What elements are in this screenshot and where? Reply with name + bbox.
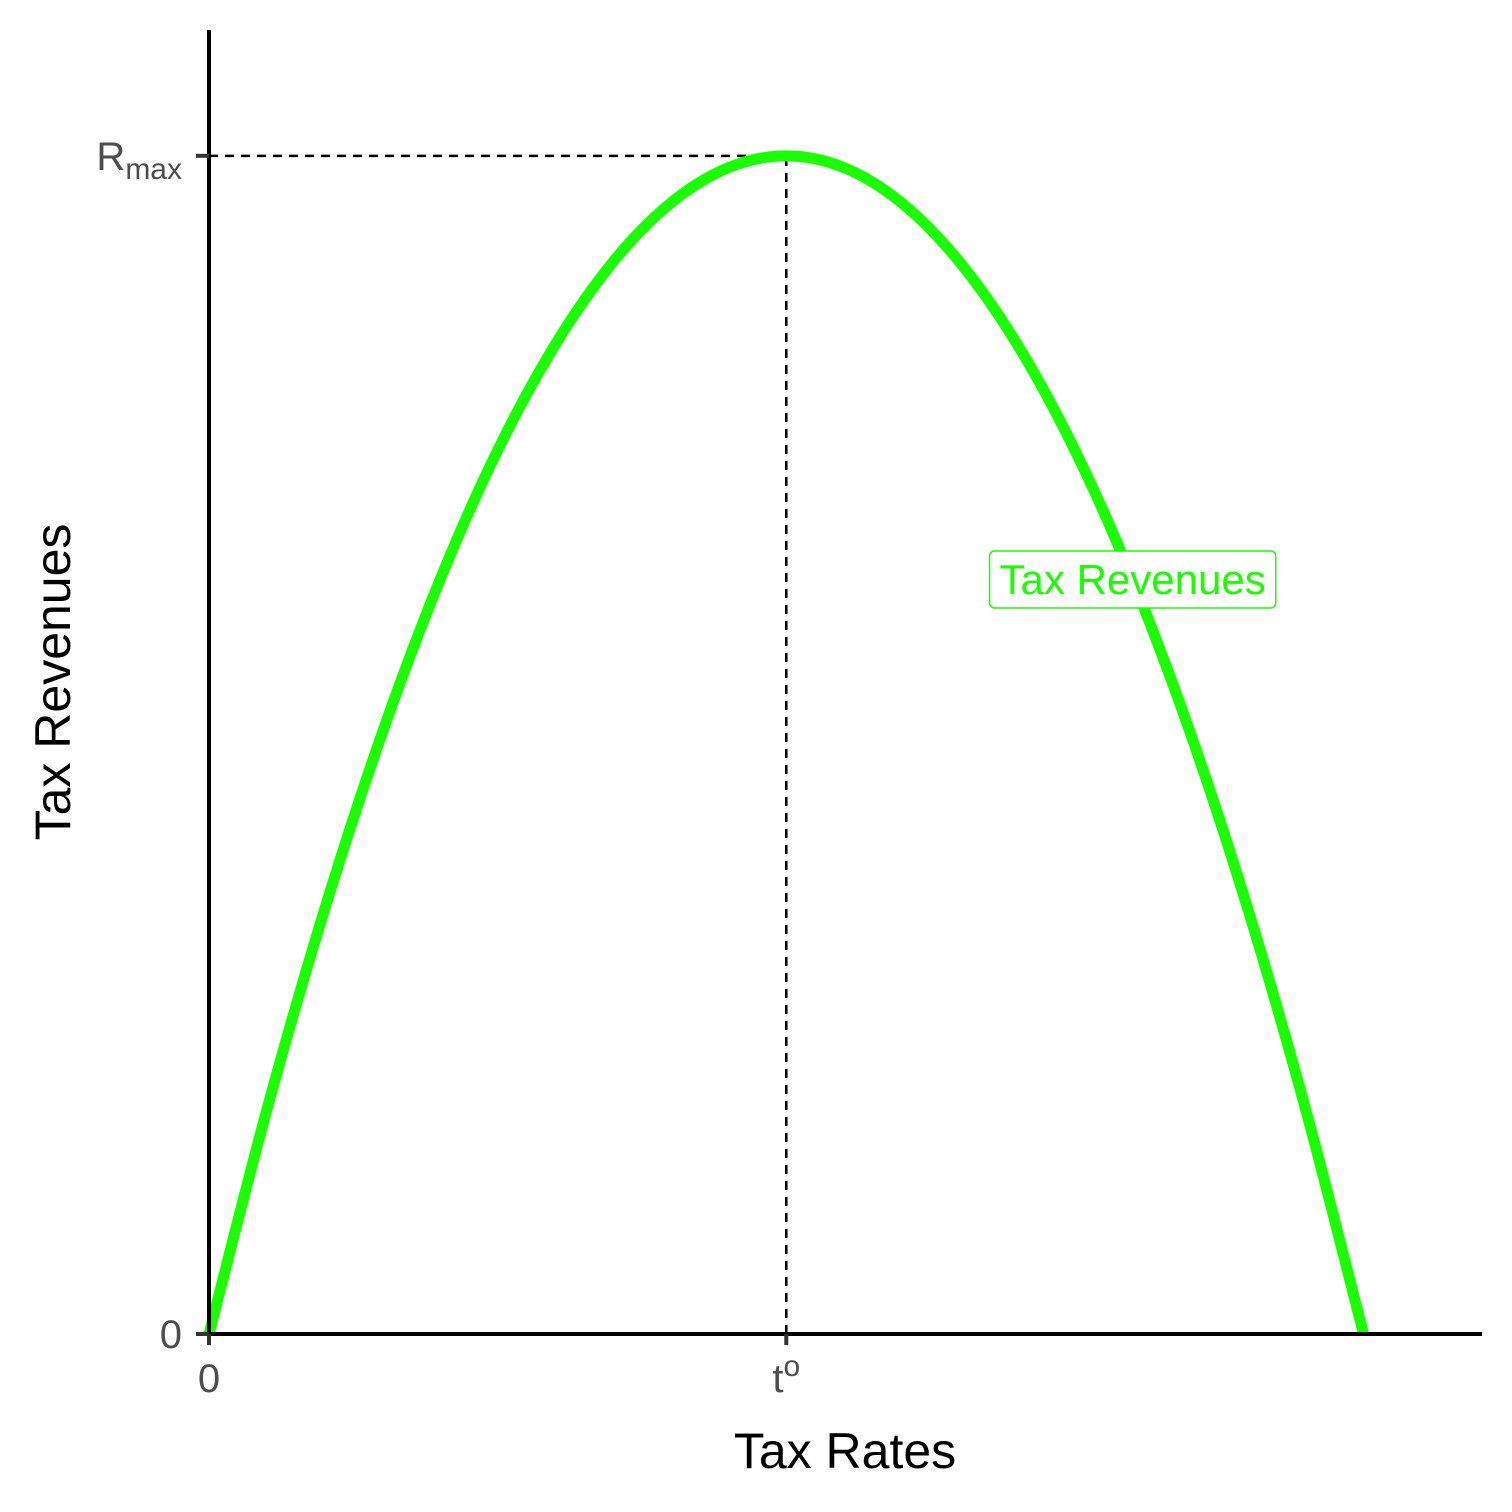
- x-tick-label: 0: [198, 1357, 220, 1401]
- reference-lines: [209, 154, 788, 1334]
- series-line-0: [203, 150, 1369, 1336]
- ticks: 0 to 0 Rmax: [96, 135, 800, 1401]
- x-tick-label: to: [772, 1350, 800, 1401]
- y-tick-label: 0: [160, 1313, 182, 1357]
- series-layer: [203, 150, 1369, 1336]
- x-axis-title: Tax Rates: [734, 1423, 956, 1479]
- series-label-box: [988, 550, 1277, 609]
- series-label-text: Tax Revenues: [1000, 556, 1266, 603]
- y-tick-label: Rmax: [96, 135, 182, 186]
- series-labels: Tax Revenues: [988, 550, 1277, 609]
- series-label: Tax Revenues: [988, 550, 1277, 609]
- axes: [207, 30, 1482, 1336]
- y-axis-title: Tax Revenues: [25, 524, 81, 841]
